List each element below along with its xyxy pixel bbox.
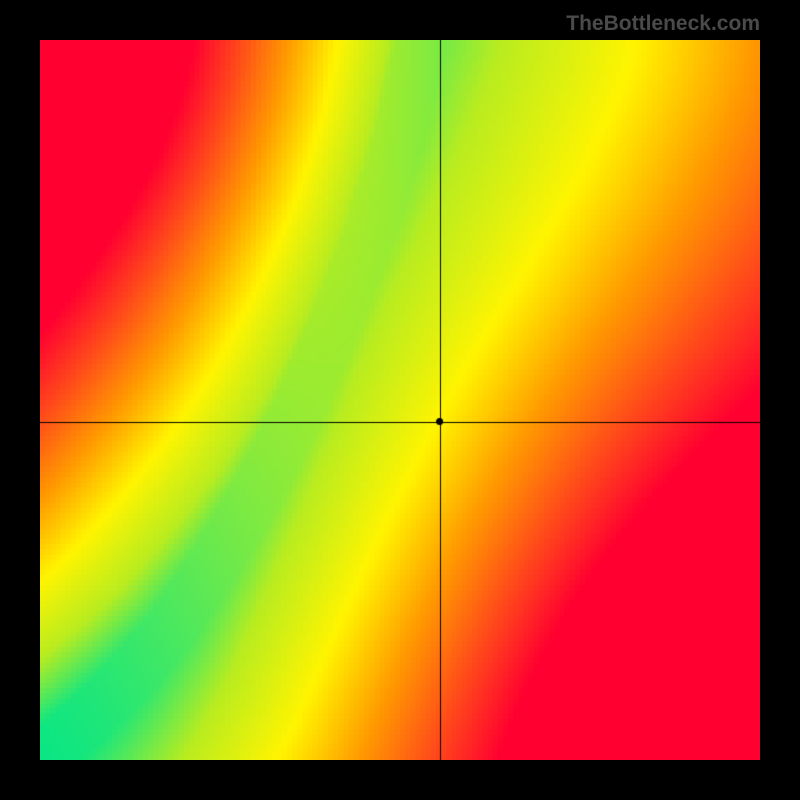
chart-container: { "source_watermark": "TheBottleneck.com… <box>0 0 800 800</box>
watermark-text: TheBottleneck.com <box>566 12 760 36</box>
bottleneck-heatmap <box>40 40 760 760</box>
